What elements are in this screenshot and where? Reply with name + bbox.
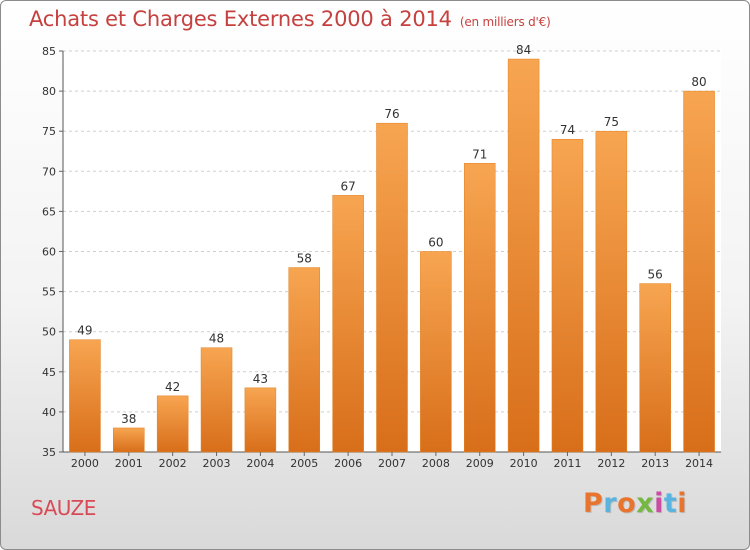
logo-letter: r (603, 488, 618, 519)
x-tick-label: 2009 (466, 457, 494, 470)
bar (595, 130, 628, 453)
x-tick-label: 2013 (641, 457, 669, 470)
bar (551, 138, 584, 453)
x-tick-label: 2008 (422, 457, 450, 470)
y-tick-label: 70 (42, 165, 56, 178)
y-tick-label: 55 (42, 286, 56, 299)
x-tick-label: 2005 (290, 457, 318, 470)
y-tick-label: 60 (42, 246, 56, 259)
bar (288, 267, 321, 453)
x-tick-label: 2003 (203, 457, 231, 470)
x-tick-label: 2006 (334, 457, 362, 470)
x-tick-label: 2001 (115, 457, 143, 470)
logo-letter: x (636, 488, 655, 519)
proxiti-logo: Proxiti (583, 488, 687, 519)
logo-letter: i (677, 488, 688, 519)
y-tick-label: 65 (42, 205, 56, 218)
bar (463, 163, 496, 453)
y-tick-label: 80 (42, 85, 56, 98)
y-tick-label: 40 (42, 406, 56, 419)
bar (639, 283, 671, 453)
bar-value-label: 76 (384, 107, 399, 121)
bar-value-label: 67 (340, 179, 355, 193)
bar-value-label: 75 (604, 115, 619, 129)
chart-title: Achats et Charges Externes 2000 à 2014 (e… (29, 7, 551, 31)
y-tick-label: 45 (42, 366, 56, 379)
bar-value-label: 49 (77, 324, 92, 338)
y-tick-label: 85 (42, 45, 56, 58)
bar (507, 58, 540, 453)
bar (376, 122, 408, 453)
bar (420, 251, 452, 453)
x-tick-label: 2004 (246, 457, 274, 470)
commune-name: SAUZE (31, 496, 96, 520)
logo-letter: t (663, 488, 678, 519)
y-tick-label: 75 (42, 125, 56, 138)
logo-letter: i (654, 488, 664, 519)
bar (200, 347, 233, 453)
bar-value-label: 48 (209, 332, 224, 346)
bar-value-label: 58 (297, 252, 312, 266)
logo-letter: o (617, 488, 637, 519)
bar-value-label: 84 (516, 43, 531, 57)
x-tick-label: 2014 (685, 457, 713, 470)
x-tick-label: 2000 (71, 457, 99, 470)
x-tick-label: 2002 (159, 457, 187, 470)
bar-value-label: 71 (472, 147, 487, 161)
bar-value-label: 74 (560, 123, 575, 137)
x-tick-label: 2011 (553, 457, 581, 470)
bar-value-label: 42 (165, 380, 180, 394)
x-tick-label: 2012 (597, 457, 625, 470)
bar-value-label: 56 (648, 268, 663, 282)
chart-title-unit: (en milliers d'€) (459, 15, 551, 29)
bar (244, 387, 277, 453)
bar (156, 395, 189, 453)
chart-title-text: Achats et Charges Externes 2000 à 2014 (29, 7, 452, 31)
bar (69, 339, 101, 453)
bar (332, 195, 364, 453)
bar-value-label: 43 (253, 372, 268, 386)
x-tick-label: 2007 (378, 457, 406, 470)
bar (113, 427, 145, 453)
y-tick-label: 35 (42, 446, 56, 459)
y-tick-label: 50 (42, 326, 56, 339)
logo-letter: P (583, 488, 604, 519)
bar-value-label: 38 (121, 412, 136, 426)
bar-value-label: 80 (691, 75, 706, 89)
bar (683, 90, 715, 453)
x-tick-label: 2010 (510, 457, 538, 470)
bar-value-label: 60 (428, 236, 443, 250)
